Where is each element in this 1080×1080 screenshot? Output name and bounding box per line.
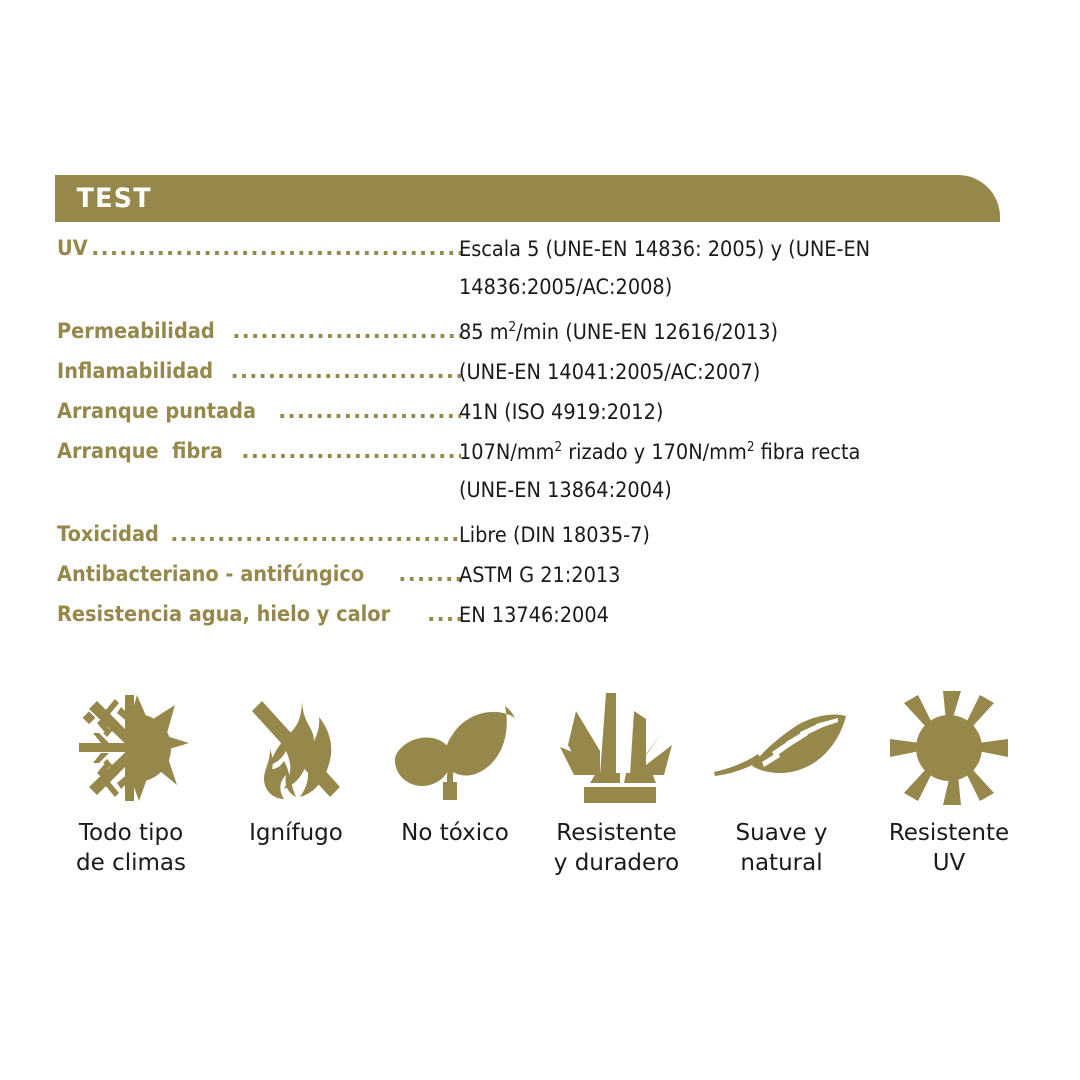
table-row: Toxicidad...............................… [57,516,1001,554]
spec-value-post: fibra recta (UNE-EN 13864:2004) [459,440,861,502]
dot-leader: ........................................… [170,522,461,547]
spec-label-cell: Antibacteriano - antifúngico............… [57,556,461,594]
feature-label: Resistente UV [888,820,1010,876]
spec-label-cell: Inflamabilidad..........................… [57,353,461,391]
table-row: Antibacteriano - antifúngico............… [57,556,1001,594]
leaves-icon [393,688,517,808]
spec-value: 41N (ISO 4919:2012) [459,400,664,424]
spec-value-superscript: 2 [508,320,517,335]
feature-strip: Todo tipo de climas Ignífugo [46,688,1036,878]
spec-value-pre: 85 m [459,320,509,344]
spec-value-superscript-2: 2 [746,440,755,455]
dot-leader: ........................................… [232,319,461,344]
dot-leader: ..................................... [241,439,461,464]
spec-label: Antibacteriano - antifúngico [57,562,365,587]
spec-value: Escala 5 (UNE-EN 14836: 2005) y (UNE-EN … [459,237,871,299]
spec-label: Inflamabilidad [57,359,214,384]
feature-fireproof: Ignífugo [216,688,376,848]
snowflake-sun-icon [71,688,191,808]
spec-value: 85 m2/min (UNE-EN 12616/2013) [459,313,958,351]
spec-label: Permeabilidad [57,319,215,344]
spec-value-pre: 107N/mm [459,440,555,464]
table-row: Inflamabilidad..........................… [57,353,1001,391]
feature-soft-natural: Suave y natural [699,688,864,878]
grass-base-icon [556,688,678,808]
spec-value-superscript: 2 [554,440,563,455]
dot-leader: ......... [427,602,461,627]
table-row: UV......................................… [57,230,1001,306]
spec-value: ASTM G 21:2013 [459,563,621,587]
feature-label: Ignífugo [249,820,343,846]
spec-label-cell: Toxicidad...............................… [57,516,461,554]
spec-value-mid: rizado y 170N/mm [562,440,747,464]
feature-durable: Resistente y duradero [534,688,699,878]
spec-label: UV [57,236,88,261]
table-row: Arranque fibra..........................… [57,433,1001,509]
spec-value: Libre (DIN 18035-7) [459,523,650,547]
spec-label-cell: UV......................................… [57,230,461,268]
spec-label: Toxicidad [57,522,159,547]
feature-non-toxic: No tóxico [376,688,534,848]
spec-label: Resistencia agua, hielo y calor [57,602,391,627]
dot-leader: ........................................… [230,359,461,384]
spec-value-post: /min (UNE-EN 12616/2013) [516,320,779,344]
spec-value: (UNE-EN 14041:2005/AC:2007) [459,360,761,384]
test-header-bar: TEST [55,175,1000,222]
spec-label-cell: Resistencia agua, hielo y calor......... [57,596,461,634]
spec-value: EN 13746:2004 [459,603,609,627]
feature-all-climates: Todo tipo de climas [46,688,216,878]
spec-value: 107N/mm2 rizado y 170N/mm2 fibra recta (… [459,433,958,509]
spec-label: Arranque puntada [57,399,257,424]
feature-label: No tóxico [401,820,509,846]
spec-label-cell: Arranque puntada........................… [57,393,461,431]
feature-label: Suave y natural [735,820,828,876]
dot-leader: ............................... [278,399,461,424]
dot-leader: ........................................… [91,236,461,261]
feature-label: Resistente y duradero [553,820,680,876]
sun-icon [888,688,1010,808]
page-title: TEST [76,183,152,214]
feature-label: Todo tipo de climas [76,820,186,876]
feather-icon [712,688,852,808]
spec-label-cell: Permeabilidad...........................… [57,313,461,351]
spec-table: UV......................................… [57,230,1001,636]
table-row: Resistencia agua, hielo y calor.........… [57,596,1001,634]
table-row: Permeabilidad...........................… [57,313,1001,351]
spec-label: Arranque fibra [57,439,223,464]
no-fire-icon [240,688,352,808]
spec-label-cell: Arranque fibra..........................… [57,433,461,471]
dot-leader: ............. [398,562,461,587]
table-row: Arranque puntada........................… [57,393,1001,431]
feature-uv-resistant: Resistente UV [864,688,1034,878]
